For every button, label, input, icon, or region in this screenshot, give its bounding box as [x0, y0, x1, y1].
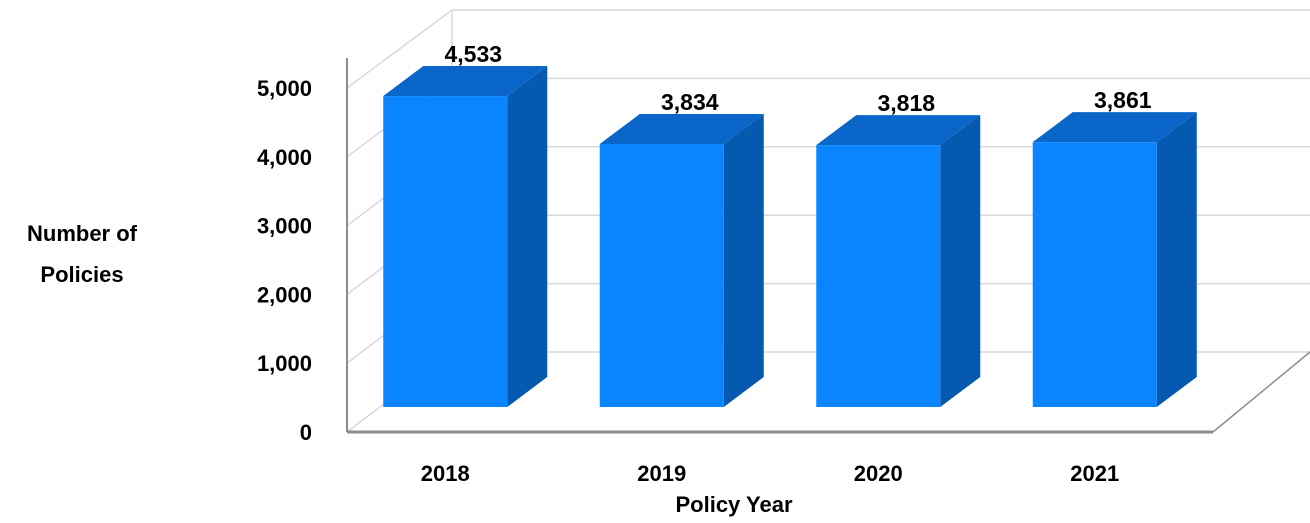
- bar-2018: [383, 66, 548, 408]
- x-tick-label-1: 2019: [637, 461, 686, 486]
- bar-top-0: [383, 66, 548, 97]
- y-tick-label-3: 3,000: [257, 214, 312, 239]
- y-axis-label-line-1: Number of: [27, 221, 138, 246]
- data-label-0: 4,533: [444, 41, 502, 67]
- data-label-3: 3,861: [1094, 87, 1152, 113]
- data-label-1: 3,834: [661, 89, 719, 115]
- bar-side-2: [940, 115, 981, 407]
- bar-2019: [599, 114, 764, 407]
- floor-right-edge: [1212, 351, 1310, 433]
- bar-2021: [1032, 112, 1197, 407]
- labels: Number of Policies Policy Year 0 1,000 2,0…: [27, 41, 1152, 517]
- y-tick-label-2: 2,000: [257, 282, 312, 307]
- y-tick-label-0: 0: [300, 420, 312, 445]
- data-label-2: 3,818: [877, 90, 935, 116]
- y-tick-label-4: 4,000: [257, 145, 312, 170]
- bar-top-1: [599, 114, 764, 145]
- gridline-diagonal-5: [346, 9, 453, 89]
- bar-side-0: [507, 66, 548, 408]
- bar-front-0: [383, 96, 508, 408]
- bar-side-1: [723, 114, 764, 407]
- x-tick-label-2: 2020: [854, 461, 903, 486]
- bar-front-2: [816, 145, 941, 407]
- x-axis-label: Policy Year: [675, 492, 792, 517]
- bar-side-3: [1156, 112, 1197, 407]
- y-tick-label-1: 1,000: [257, 351, 312, 376]
- x-tick-label-3: 2021: [1070, 461, 1119, 486]
- bar-front-3: [1032, 142, 1157, 407]
- bar-2020: [816, 115, 981, 407]
- y-tick-label-5: 5,000: [257, 76, 312, 101]
- bar-top-2: [816, 115, 981, 146]
- x-tick-label-0: 2018: [421, 461, 470, 486]
- bar-front-1: [599, 144, 724, 407]
- bar-top-3: [1032, 112, 1197, 143]
- bars: [383, 66, 1197, 408]
- y-axis-label-line-2: Policies: [40, 262, 123, 287]
- axes: [346, 58, 1310, 434]
